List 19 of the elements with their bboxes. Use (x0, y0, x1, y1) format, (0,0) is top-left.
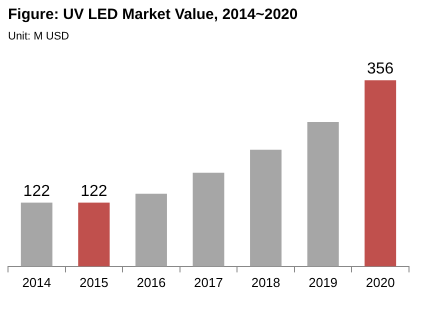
x-tick-label: 2017 (194, 274, 223, 290)
bar (20, 202, 52, 266)
x-tick-label: 2016 (136, 274, 166, 290)
x-tick-label: 2020 (366, 274, 395, 290)
bar (78, 202, 110, 266)
bar (250, 150, 282, 266)
x-tick-label: 2014 (22, 274, 52, 290)
bar (135, 194, 167, 266)
chart-title: Figure: UV LED Market Value, 2014~2020 (8, 6, 298, 24)
data-label: 122 (23, 183, 50, 200)
bar (364, 80, 396, 266)
x-tick-label: 2019 (308, 274, 338, 290)
bar (192, 172, 224, 266)
x-tick-label: 2015 (79, 274, 108, 290)
x-tick-label: 2018 (251, 274, 280, 290)
bar (307, 122, 339, 266)
chart-subtitle: Unit: M USD (8, 30, 70, 43)
data-label: 122 (80, 183, 108, 200)
data-label: 356 (367, 60, 394, 78)
